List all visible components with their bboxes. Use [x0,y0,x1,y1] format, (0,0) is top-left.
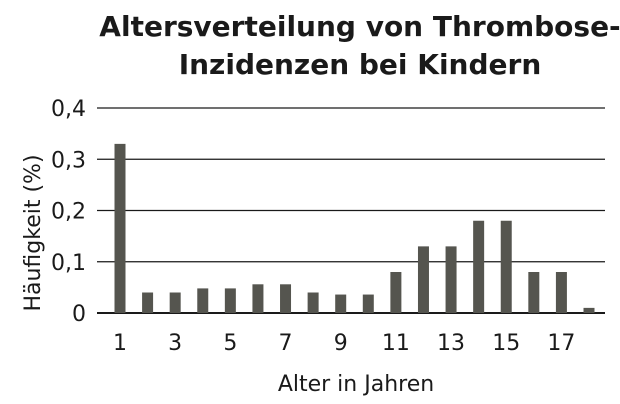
bar-age-7 [280,284,292,313]
x-tick-label: 15 [492,331,520,356]
x-tick-label: 1 [113,331,127,356]
bar-age-3 [169,292,181,313]
x-tick-label: 3 [168,331,182,356]
bar-age-1 [114,143,126,313]
y-axis-label: Häufigkeit (%) [21,154,46,311]
x-tick-label: 13 [437,331,465,356]
x-tick-label: 17 [547,331,575,356]
x-tick-label: 9 [334,331,348,356]
bar-age-9 [335,294,347,313]
y-tick-label: 0,4 [51,97,86,122]
bar-age-16 [528,272,540,313]
bar-age-14 [473,220,485,313]
y-tick-label: 0,1 [51,251,86,276]
chart-title-line-2: Inzidenzen bei Kindern [178,48,542,81]
x-tick-label: 7 [279,331,293,356]
bar-series [114,143,595,313]
y-tick-label: 0,3 [51,148,86,173]
chart-title-line-1: Altersverteilung von Thrombose- [99,10,620,43]
bar-age-10 [362,294,374,313]
x-tick-label: 11 [382,331,410,356]
y-tick-label: 0 [72,302,86,327]
y-axis-ticks: 0 0,1 0,2 0,3 0,4 [51,97,86,327]
bar-age-8 [307,292,319,313]
x-axis-ticks: 1 3 5 7 9 11 13 15 17 [113,331,575,356]
bar-age-12 [417,246,429,313]
bar-age-18 [583,307,595,313]
x-tick-label: 5 [223,331,237,356]
bar-age-15 [500,220,512,313]
bar-age-17 [555,272,567,313]
bar-age-11 [390,272,402,313]
x-axis-label: Alter in Jahren [278,372,434,397]
y-tick-label: 0,2 [51,200,86,225]
chart-title: Altersverteilung von Thrombose- Inzidenz… [0,8,620,84]
bar-age-2 [142,292,154,313]
bar-age-5 [224,288,236,313]
bar-age-6 [252,284,264,313]
gridlines [97,107,605,314]
bar-age-4 [197,288,209,313]
bar-age-13 [445,246,457,313]
